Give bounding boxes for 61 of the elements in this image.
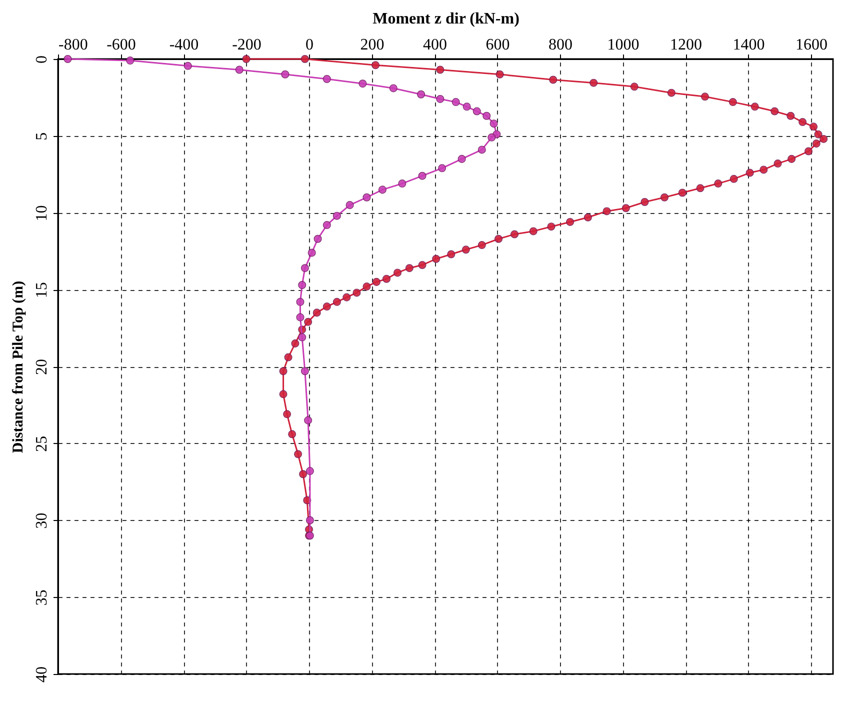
x-tick-label: 600 [486,36,510,54]
point [300,367,309,376]
x-tick-label: 1600 [796,36,828,54]
y-tick-label: 0 [34,56,50,64]
point [438,164,446,172]
point [322,221,331,230]
point [436,94,444,103]
x-tick-label: 0 [306,36,314,54]
point [296,298,304,306]
point [296,313,304,322]
point [472,107,481,116]
point [490,120,498,128]
y-tick-label: 25 [34,436,50,452]
y-axis-title: Distance from Pile Top (m) [10,280,26,454]
x-tick-label: 1000 [607,36,640,54]
y-tick-label: 35 [34,590,50,606]
point [462,102,471,111]
point [281,70,290,78]
point [300,264,309,272]
point [482,112,491,120]
point [378,186,386,194]
point [322,74,331,83]
x-tick-label: 200 [360,36,384,54]
point [358,80,367,88]
point [308,248,316,257]
point [362,193,371,202]
point [126,56,134,65]
x-tick-label: -800 [58,36,88,54]
point [452,98,460,106]
y-tick-label: 40 [34,666,50,682]
point [306,516,314,524]
point [298,281,306,290]
point [418,172,426,180]
point [64,55,72,63]
point [458,154,466,163]
x-tick-label: 1400 [732,36,765,54]
point [184,62,192,70]
point [332,212,341,220]
x-axis-title: Moment z dir (kN-m) [372,10,520,28]
point [398,180,406,188]
x-tick-label: -400 [169,36,199,54]
y-tick-label: 5 [34,132,50,140]
y-tick-label: 20 [34,359,50,375]
point [235,66,244,74]
point [417,90,426,98]
x-tick-label: -600 [106,36,136,54]
x-tick-label: 400 [423,36,448,54]
point [298,333,306,342]
point [488,133,496,142]
point [304,416,312,424]
point [346,201,354,210]
point [389,84,398,92]
point [478,146,486,154]
point [314,234,322,243]
point [306,467,314,476]
x-tick-label: 800 [548,36,573,54]
y-tick-label: 30 [34,512,50,529]
x-tick-label: -200 [232,36,262,54]
y-tick-label: 10 [34,205,50,222]
x-tick-label: 1200 [670,36,702,54]
y-tick-label: 15 [34,282,50,298]
